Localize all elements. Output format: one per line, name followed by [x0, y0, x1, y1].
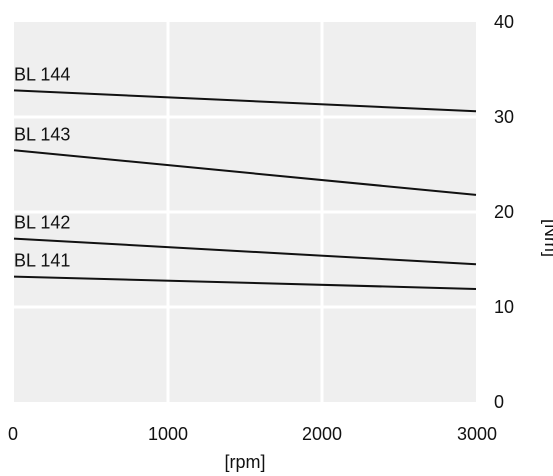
y-tick-label: 30 [494, 107, 514, 127]
x-tick-label: 3000 [457, 424, 497, 444]
series-label: BL 144 [14, 64, 70, 84]
series-labels: BL 144 BL 143 BL 142 BL 141 [14, 64, 70, 270]
y-tick-labels: 0 10 20 30 40 [494, 12, 514, 412]
series-line [13, 237, 477, 266]
x-tick-labels: 0 1000 2000 3000 [8, 424, 497, 444]
y-tick-label: 0 [494, 392, 504, 412]
gridlines [14, 22, 476, 402]
series-line [13, 149, 477, 196]
y-tick-label: 20 [494, 202, 514, 222]
series-label: BL 143 [14, 124, 70, 144]
y-axis-label: [Nm] [541, 219, 553, 257]
x-tick-label: 1000 [148, 424, 188, 444]
series-line [13, 89, 477, 113]
series-lines [13, 89, 477, 290]
x-axis-label: [rpm] [224, 452, 265, 472]
x-tick-label: 0 [8, 424, 18, 444]
series-label: BL 142 [14, 213, 70, 233]
y-tick-label: 10 [494, 297, 514, 317]
series-label: BL 141 [14, 251, 70, 271]
y-tick-label: 40 [494, 12, 514, 32]
series-line [13, 275, 477, 290]
x-tick-label: 2000 [302, 424, 342, 444]
